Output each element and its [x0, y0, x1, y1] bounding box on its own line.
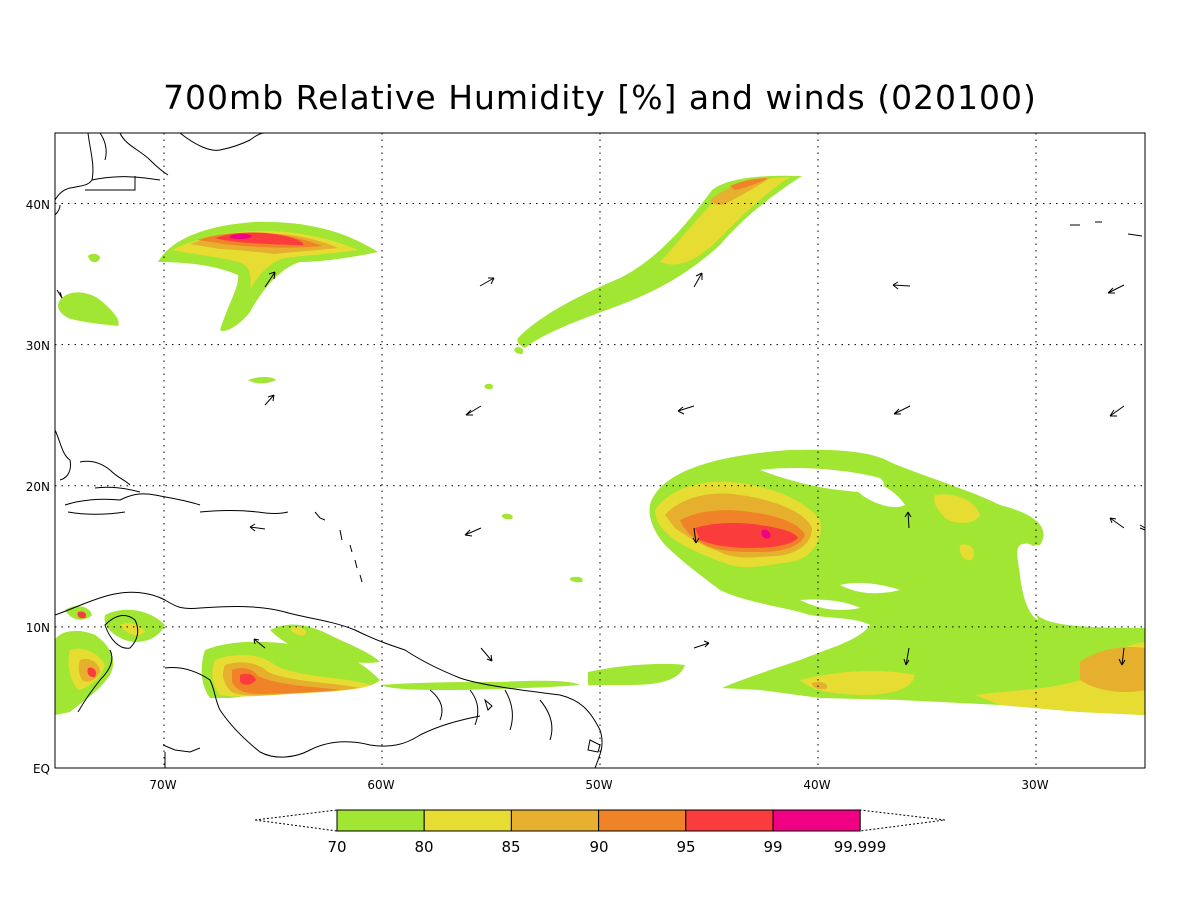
lat-tick-labels: EQ 10N 20N 30N 40N — [26, 198, 50, 776]
map-frame — [54, 132, 1146, 769]
colorbar-label: 80 — [414, 838, 433, 856]
coastlines — [54, 132, 1146, 769]
lat-tick-label: 10N — [26, 621, 50, 635]
lat-tick-label: 40N — [26, 198, 50, 212]
wind-arrow — [904, 511, 912, 529]
colorbar-label: 99 — [763, 838, 782, 856]
wind-arrow — [479, 277, 495, 287]
colorbar-box — [423, 809, 512, 832]
wind-arrow — [893, 405, 911, 415]
lon-tick-label: 70W — [149, 778, 176, 792]
map-title: 700mb Relative Humidity [%] and winds (0… — [163, 78, 1037, 117]
lon-tick-label: 50W — [585, 778, 612, 792]
colorbar-box — [685, 809, 774, 832]
wind-vectors — [56, 271, 1146, 666]
wind-arrow — [249, 523, 266, 532]
wind-arrow — [693, 640, 710, 649]
wind-arrow — [464, 527, 482, 537]
colorbar-right-extension — [859, 809, 946, 832]
lat-tick-label: 20N — [26, 480, 50, 494]
colorbar-box — [510, 809, 600, 832]
lon-tick-label: 40W — [803, 778, 830, 792]
colorbar-box — [598, 809, 687, 832]
lat-tick-label: EQ — [33, 762, 50, 776]
wind-arrow — [1107, 284, 1125, 294]
wind-arrow — [480, 647, 493, 662]
wind-arrow — [264, 271, 276, 288]
colorbar-left-extension — [254, 809, 338, 832]
wind-arrow — [465, 405, 482, 416]
colorbar-label: 85 — [501, 838, 520, 856]
colorbar-label: 95 — [676, 838, 695, 856]
lon-tick-labels: 70W 60W 50W 40W 30W — [149, 778, 1048, 792]
colorbar-label: 99.999 — [834, 838, 887, 856]
lon-tick-label: 60W — [367, 778, 394, 792]
rh-region-northeast-band — [517, 175, 802, 348]
wind-arrow — [56, 289, 63, 299]
wind-arrow — [692, 527, 700, 544]
colorbar-label: 70 — [327, 838, 346, 856]
colorbar-box — [336, 809, 425, 832]
wind-arrow — [903, 647, 910, 666]
wind-arrow — [253, 638, 266, 649]
lat-tick-label: 30N — [26, 339, 50, 353]
colorbar-box — [772, 809, 861, 832]
wind-arrow — [1118, 647, 1126, 666]
colorbar-label: 90 — [589, 838, 608, 856]
colorbar: 70 80 85 90 95 99 99.999 — [254, 809, 946, 856]
wind-arrow — [892, 281, 911, 290]
lon-tick-label: 30W — [1021, 778, 1048, 792]
humidity-fields — [55, 175, 1145, 715]
wind-arrow — [1109, 405, 1125, 417]
wind-arrow — [264, 394, 275, 406]
wind-arrow — [677, 405, 695, 415]
wind-arrow — [1109, 517, 1125, 529]
wind-arrow — [1139, 527, 1146, 531]
wind-arrow — [693, 272, 703, 288]
